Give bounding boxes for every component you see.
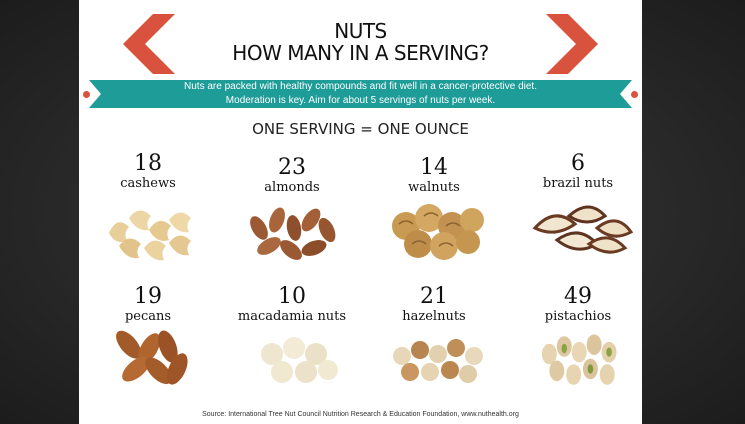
cashews-image-icon: [109, 210, 191, 261]
nut-name: brazil nuts: [542, 176, 614, 191]
banner-left-dot-icon: [83, 91, 90, 98]
hazelnuts-image-icon: [393, 339, 483, 383]
nut-count: 18: [134, 151, 162, 176]
nut-count: 19: [134, 284, 162, 309]
right-chevron-icon: [546, 14, 598, 74]
infographic-card: NUTS HOW MANY IN A SERVING? Nuts are pac…: [79, 0, 642, 424]
nut-macadamia-nuts: 10 macadamia nuts: [223, 285, 361, 325]
nut-name: pistachios: [544, 309, 612, 324]
nut-cashews: 18 cashews: [79, 152, 217, 192]
brazil-nuts-image-icon: [532, 205, 634, 254]
nut-count: 23: [278, 155, 306, 180]
nut-count: 10: [278, 284, 306, 309]
nut-name: walnuts: [408, 180, 460, 195]
title-line-1: NUTS: [334, 19, 387, 43]
nut-count: 14: [420, 155, 448, 180]
banner-line-2: Moderation is key. Aim for about 5 servi…: [225, 95, 496, 106]
nut-name: cashews: [120, 176, 176, 191]
nut-hazelnuts: 21 hazelnuts: [365, 285, 503, 325]
nut-brazil-nuts: 6 brazil nuts: [509, 152, 642, 192]
nut-walnuts: 14 walnuts: [365, 156, 503, 196]
page-title: NUTS HOW MANY IN A SERVING?: [79, 20, 642, 64]
walnuts-image-icon: [392, 204, 484, 260]
left-chevron-icon: [123, 14, 175, 74]
nut-name: almonds: [264, 180, 320, 195]
nut-pecans: 19 pecans: [79, 285, 217, 325]
banner-right-dot-icon: [631, 91, 638, 98]
pecans-image-icon: [116, 330, 188, 385]
source-citation: Source: International Tree Nut Council N…: [202, 411, 519, 418]
pistachios-image-icon: [541, 334, 617, 385]
nut-pistachios: 49 pistachios: [509, 285, 642, 325]
serving-label: ONE SERVING = ONE OUNCE: [252, 120, 469, 138]
almonds-image-icon: [250, 207, 336, 260]
nut-name: hazelnuts: [402, 309, 466, 324]
banner-line-1: Nuts are packed with healthy compounds a…: [184, 81, 537, 92]
nut-count: 21: [420, 284, 448, 309]
banner-text: Nuts are packed with healthy compounds a…: [139, 80, 582, 108]
nut-name: macadamia nuts: [237, 309, 347, 324]
nut-almonds: 23 almonds: [223, 156, 361, 196]
nut-name: pecans: [124, 309, 172, 324]
title-line-2: HOW MANY IN A SERVING?: [232, 41, 489, 65]
nut-count: 6: [571, 151, 585, 176]
macadamia-nuts-image-icon: [261, 337, 338, 383]
nut-count: 49: [564, 284, 592, 309]
banner-ribbon: [89, 80, 632, 108]
